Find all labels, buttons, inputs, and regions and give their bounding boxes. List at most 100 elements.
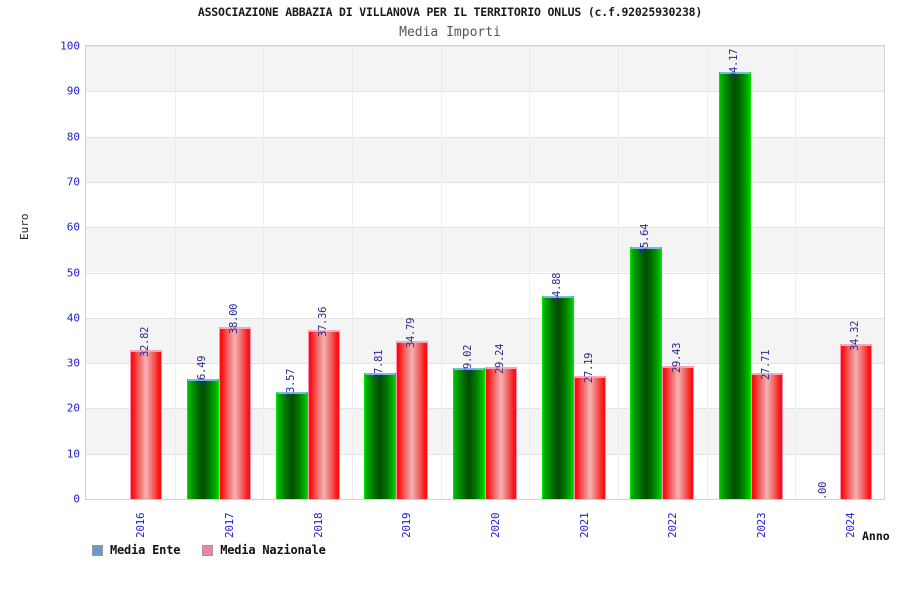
y-tick-70: 70	[66, 175, 80, 189]
bar-media-ente-2019[interactable]	[364, 373, 397, 499]
value-label-media-ente-2019: 27.81	[373, 349, 386, 381]
bar-edge-left	[751, 373, 752, 499]
y-tick-80: 80	[66, 130, 80, 144]
bar-cap	[307, 329, 340, 332]
bar-media-nazionale-2016[interactable]	[130, 350, 163, 499]
x-tick-2018: 2018	[311, 512, 325, 538]
bar-edge-right	[306, 392, 308, 499]
bar-media-ente-2020[interactable]	[453, 367, 485, 499]
bar-edge-left	[719, 72, 720, 499]
x-gridline	[441, 46, 442, 499]
x-gridline	[263, 46, 264, 499]
chart-legend: Media Ente Media Nazionale	[92, 543, 326, 557]
bar-edge-left	[275, 392, 277, 499]
x-tick-2020: 2020	[489, 512, 502, 538]
legend-entry-media-nazionale[interactable]: Media Nazionale	[202, 543, 326, 557]
value-label-media-ente-2022: 55.64	[639, 223, 652, 254]
value-label-media-ente-2023: 94.17	[728, 49, 740, 80]
bar-edge-right	[218, 379, 219, 499]
bar-cap	[364, 373, 397, 376]
bar-media-ente-2021[interactable]	[541, 295, 574, 499]
bar-media-ente-2018[interactable]	[275, 392, 308, 499]
x-tick-2022: 2022	[666, 512, 680, 538]
bar-cap	[485, 366, 517, 369]
value-label-media-nazionale-2024: 34.32	[848, 320, 861, 351]
value-label-media-nazionale-2019: 34.79	[405, 318, 418, 349]
bar-cap	[275, 392, 308, 395]
gridline	[86, 227, 884, 229]
bar-edge-right	[338, 329, 340, 499]
value-label-media-nazionale-2020: 29.24	[494, 343, 506, 374]
y-tick-90: 90	[66, 84, 80, 98]
bar-media-nazionale-2024[interactable]	[839, 343, 872, 499]
bar-media-nazionale-2022[interactable]	[662, 365, 695, 499]
bar-cap	[630, 246, 663, 249]
value-label-media-nazionale-2022: 29.43	[671, 342, 684, 373]
bar-edge-right	[750, 72, 751, 499]
bar-media-nazionale-2021[interactable]	[573, 375, 606, 499]
bar-edge-left	[219, 326, 220, 499]
bar-edge-right	[250, 326, 251, 499]
bar-media-ente-2022[interactable]	[630, 246, 663, 499]
gridline	[86, 317, 884, 319]
bar-cap	[662, 365, 695, 368]
plot-band	[86, 136, 884, 182]
x-tick-2023: 2023	[755, 512, 768, 538]
bar-edge-left	[573, 375, 575, 499]
bar-media-nazionale-2023[interactable]	[751, 373, 783, 499]
bar-edge-right	[782, 373, 783, 499]
value-label-media-ente-2024: 0.00	[816, 481, 829, 500]
bar-cap	[219, 326, 251, 329]
bar-edge-right	[427, 341, 429, 499]
x-tick-2024: 2024	[843, 512, 857, 538]
bar-cap	[130, 350, 163, 353]
value-label-media-nazionale-2021: 27.19	[582, 352, 595, 383]
bar-edge-left	[364, 373, 366, 499]
bar-media-nazionale-2020[interactable]	[485, 366, 517, 499]
legend-entry-media-ente[interactable]: Media Ente	[92, 543, 180, 557]
plot-area: 32.82 26.49 38.00 23.57 37.36 27.81 34.79 29.02…	[85, 45, 885, 500]
bar-cap	[751, 373, 783, 376]
bar-edge-left	[541, 295, 543, 499]
bar-edge-right	[161, 350, 163, 499]
chart-subtitle: Media Importi	[399, 25, 501, 40]
value-label-media-ente-2017: 26.49	[196, 355, 208, 386]
bar-edge-left	[453, 367, 454, 499]
bar-edge-right	[693, 365, 695, 499]
bar-edge-left	[396, 341, 398, 499]
bar-media-nazionale-2019[interactable]	[396, 341, 429, 499]
bar-cap	[187, 379, 219, 382]
legend-label: Media Nazionale	[220, 543, 326, 557]
y-tick-20: 20	[66, 401, 80, 415]
x-gridline	[795, 46, 796, 499]
gridline	[86, 46, 884, 47]
bar-edge-left	[662, 365, 664, 499]
bar-media-nazionale-2018[interactable]	[307, 329, 340, 499]
y-tick-0: 0	[73, 492, 80, 506]
y-tick-10: 10	[66, 447, 80, 461]
x-axis-tick-labels: 2016 2017 2018 2019 2020 2021 2022 2023 2024	[85, 502, 885, 547]
gridline	[86, 363, 884, 365]
value-label-media-ente-2021: 44.88	[550, 272, 563, 303]
bar-edge-right	[572, 295, 574, 499]
value-label-media-ente-2020: 29.02	[462, 344, 474, 375]
bar-edge-right	[870, 343, 872, 499]
x-tick-2016: 2016	[134, 512, 148, 538]
bar-cap	[541, 295, 574, 298]
x-gridline	[618, 46, 619, 499]
bar-media-ente-2023[interactable]	[719, 72, 751, 499]
x-gridline	[175, 46, 176, 499]
bar-edge-left	[839, 343, 841, 499]
bar-edge-right	[395, 373, 397, 499]
y-tick-60: 60	[66, 220, 80, 234]
bar-edge-right	[604, 375, 606, 499]
bar-media-nazionale-2017[interactable]	[219, 326, 251, 499]
bar-edge-left	[187, 379, 188, 499]
legend-swatch-icon	[92, 544, 103, 556]
bar-edge-right	[484, 367, 485, 499]
legend-label: Media Ente	[110, 543, 181, 557]
bar-media-ente-2017[interactable]	[187, 379, 219, 499]
bar-edge-right	[661, 246, 663, 499]
x-gridline	[529, 46, 530, 499]
